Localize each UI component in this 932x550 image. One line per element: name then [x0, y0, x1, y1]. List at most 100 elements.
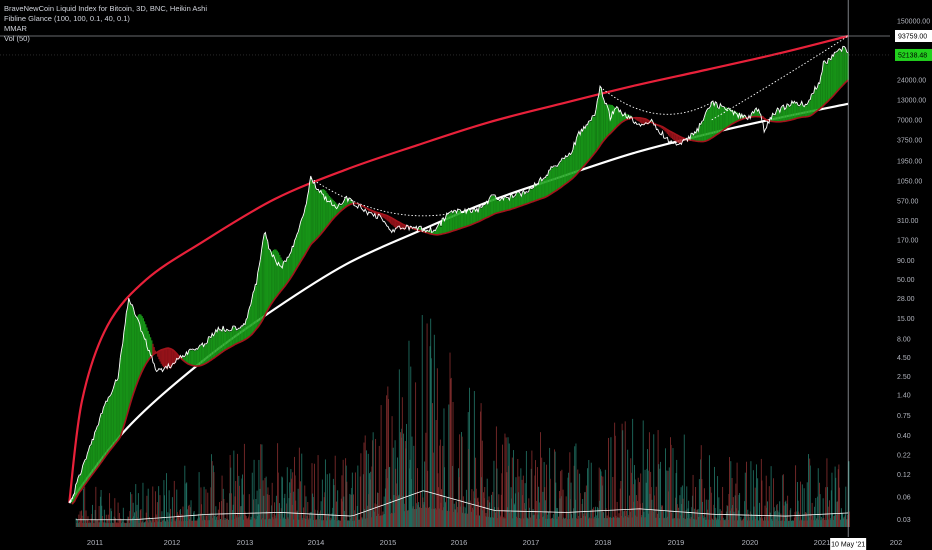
volume-bar: [844, 514, 846, 527]
volume-bar: [430, 358, 432, 527]
volume-bar: [369, 479, 371, 527]
volume-bar: [668, 467, 670, 527]
volume-bar: [534, 475, 536, 527]
volume-bar: [792, 520, 793, 527]
volume-bar: [589, 518, 591, 527]
volume-bar: [627, 449, 629, 527]
volume-bar: [406, 423, 408, 527]
volume-bar: [444, 502, 446, 527]
volume-bar: [484, 487, 486, 527]
volume-bar: [469, 387, 470, 527]
volume-bar: [751, 513, 752, 527]
volume-bar: [166, 473, 167, 527]
indicator-mmar[interactable]: MMAR: [4, 24, 27, 33]
volume-bar: [235, 515, 237, 527]
volume-bar: [576, 518, 578, 527]
volume-bar: [655, 486, 657, 527]
volume-bar: [100, 489, 102, 527]
volume-bar: [91, 513, 93, 527]
volume-bar: [197, 518, 199, 527]
volume-bar: [825, 487, 827, 527]
volume-bar: [109, 523, 111, 527]
volume-bar: [673, 518, 675, 527]
volume-bar: [846, 519, 848, 527]
volume-bar: [603, 512, 604, 527]
volume-bar: [194, 520, 196, 527]
volume-bar: [785, 500, 787, 527]
volume-bar: [353, 520, 355, 527]
y-tick-label: 2.50: [897, 374, 911, 381]
symbol-title[interactable]: BraveNewCoin Liquid Index for Bitcoin, 3…: [4, 4, 208, 13]
volume-bar: [806, 482, 808, 527]
volume-bar: [669, 510, 671, 527]
volume-bar: [461, 436, 463, 527]
volume-bar: [179, 510, 181, 527]
volume-bar: [641, 515, 643, 527]
volume-bar: [656, 517, 658, 527]
volume-bar: [726, 505, 728, 527]
volume-bar: [617, 517, 619, 527]
volume-bar: [435, 420, 437, 527]
volume-bar: [526, 517, 528, 527]
volume-bar: [518, 476, 520, 527]
volume-bar: [363, 442, 365, 527]
volume-bar: [538, 502, 540, 527]
volume-bar: [606, 515, 608, 527]
y-tick-label: 1.40: [897, 393, 911, 400]
x-tick-label: 2013: [237, 538, 254, 547]
volume-bar: [290, 469, 292, 527]
volume-bar: [329, 520, 331, 527]
volume-bar: [371, 466, 373, 527]
volume-bar: [193, 512, 194, 527]
volume-bar: [360, 453, 362, 527]
volume-bar: [455, 501, 457, 527]
volume-bar: [417, 505, 419, 527]
volume-bar: [637, 477, 639, 527]
volume-bar: [378, 513, 380, 527]
volume-bar: [145, 521, 147, 527]
volume-bar: [424, 461, 426, 527]
volume-bar: [498, 509, 500, 527]
volume-bar: [234, 518, 235, 527]
volume-bar: [120, 518, 122, 527]
volume-bar: [619, 517, 621, 527]
volume-bar: [188, 506, 189, 527]
volume-bar: [239, 516, 241, 527]
volume-bar: [345, 458, 347, 527]
price-line: [71, 45, 849, 499]
volume-bar: [727, 519, 729, 527]
volume-bar: [413, 445, 415, 527]
volume-bar: [318, 515, 320, 527]
volume-bar: [434, 509, 436, 527]
volume-bar: [683, 434, 685, 527]
volume-bar: [134, 519, 136, 527]
volume-bar: [386, 478, 388, 527]
volume-bar: [479, 515, 481, 527]
volume-bar: [820, 517, 822, 527]
volume-bar: [450, 379, 452, 527]
volume-bar: [566, 511, 568, 527]
volume-bar: [629, 511, 631, 527]
volume-bar: [268, 494, 270, 527]
volume-bar: [637, 500, 639, 527]
volume-bar: [491, 517, 493, 527]
volume-bar: [453, 503, 455, 527]
volume-bar: [227, 518, 229, 527]
volume-bar: [303, 507, 305, 527]
volume-bar: [761, 480, 763, 527]
volume-bar: [350, 494, 352, 527]
volume-bar: [707, 499, 709, 527]
volume-bar: [756, 515, 758, 527]
volume-bar: [311, 463, 313, 527]
volume-bar: [490, 517, 492, 527]
volume-bar: [314, 509, 316, 527]
volume-bar: [616, 501, 618, 527]
volume-bar: [315, 520, 317, 527]
indicator-volume[interactable]: Vol (50): [4, 34, 30, 43]
volume-bar: [172, 516, 174, 527]
volume-bar: [700, 445, 702, 527]
volume-bar: [695, 487, 697, 527]
indicator-fibline[interactable]: Fibline Glance (100, 100, 0.1, 40, 0.1): [4, 14, 130, 23]
volume-bar: [448, 404, 450, 527]
